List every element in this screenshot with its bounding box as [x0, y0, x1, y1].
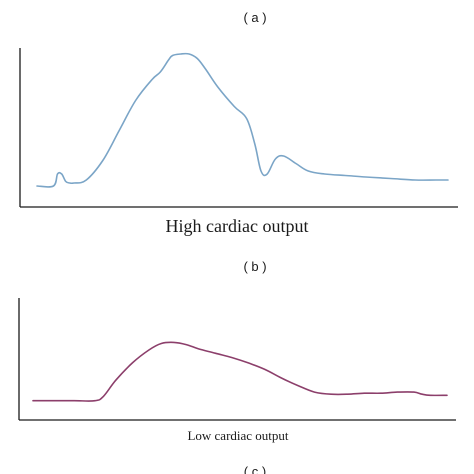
panel-c-label: ( c ): [244, 464, 266, 474]
panel-a-caption: High cardiac output: [166, 216, 309, 236]
panel-b-waveform: [32, 341, 448, 402]
panel-c: ( c ): [244, 464, 266, 474]
panel-b-caption: Low cardiac output: [187, 428, 288, 443]
panel-b-label: ( b ): [243, 259, 266, 274]
panel-a-waveform: [36, 52, 449, 188]
panel-a-label: ( a ): [243, 10, 266, 25]
panel-b: ( b ) Low cardiac output: [18, 259, 456, 443]
panel-a: ( a ) High cardiac output: [19, 10, 458, 236]
